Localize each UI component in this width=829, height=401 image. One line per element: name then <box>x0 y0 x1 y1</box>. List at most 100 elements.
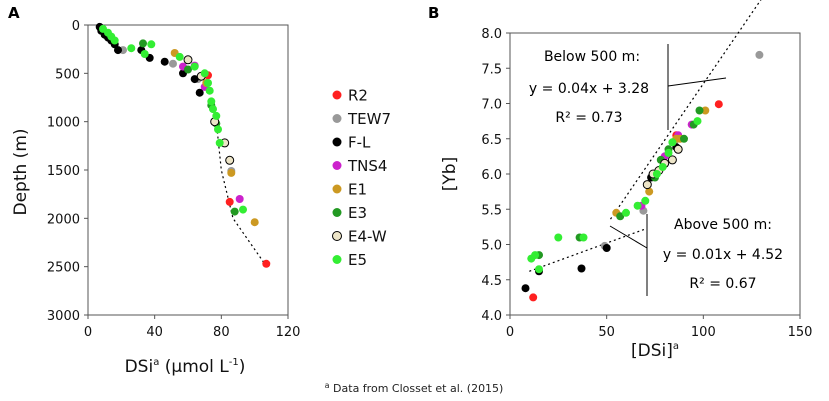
panel-b-point-e5 <box>652 170 661 178</box>
panel-b-y-tick-label: 6.5 <box>481 133 502 148</box>
panel-b-point-e4-w <box>667 155 677 165</box>
panel-a-y-tick-label: 2000 <box>47 212 80 227</box>
panel-b-point-e5 <box>622 208 630 217</box>
panel-b-point-e5 <box>554 233 563 242</box>
fit-line-above-500m <box>529 228 646 272</box>
panel-a-y-tick-label: 3000 <box>47 309 80 324</box>
legend-label-tew7: TEW7 <box>347 110 391 128</box>
panel-a-point-e5 <box>140 50 149 58</box>
panel-b-point-e5 <box>535 265 543 274</box>
panel-b-y-tick-label: 7.5 <box>481 62 502 77</box>
legend-marker-tns4 <box>332 161 342 170</box>
panel-a-point-e3 <box>139 39 147 48</box>
panel-b-x-tick-label: 150 <box>788 325 813 340</box>
panel-b-point-e5 <box>658 163 667 171</box>
panel-a-x-label-main: DSi <box>125 357 154 377</box>
panel-b-points <box>521 50 764 302</box>
annotation-below-500m: Below 500 m: y = 0.04x + 3.28 R² = 0.73 <box>529 44 727 130</box>
annotation-below-label-text: Below 500 m <box>544 49 635 65</box>
panel-a-point-e5 <box>204 79 212 87</box>
legend-marker-f-l <box>332 137 342 147</box>
panel-b-point-e3 <box>695 106 704 115</box>
panel-b-y-ticks: 4.0 4.5 5.0 5.5 6.0 6.5 7.0 7.5 8.0 <box>481 27 510 324</box>
panel-a-x-label-unit-sup: -1 <box>229 357 239 368</box>
panel-a-point-f-l <box>114 46 122 55</box>
panel-a-point-e5 <box>110 36 119 45</box>
panel-b-x-tick-label: 100 <box>691 325 716 340</box>
panel-a-point-f-l <box>190 75 199 84</box>
panel-a-point-e5 <box>147 40 156 49</box>
annotation-above-label-text: Above 500 m <box>674 217 767 233</box>
legend-marker-e1 <box>332 184 342 194</box>
panel-b-point-e5 <box>641 196 650 205</box>
annotation-below-leader-line <box>667 77 727 87</box>
legend-label-r2: R2 <box>348 87 368 105</box>
panel-a: A 0 40 80 120 0 500 1000 1500 2000 2500 3000 Dept… <box>8 4 300 377</box>
legend-marker-e5 <box>332 255 342 264</box>
panel-a-trendline <box>215 121 266 265</box>
panel-a-y-axis-label: Depth (m) <box>11 128 31 215</box>
legend-label-tns4: TNS4 <box>347 157 387 175</box>
annotation-above-500m: Above 500 m: y = 0.01x + 4.52 R² = 0.67 <box>609 214 783 296</box>
panel-a-points <box>95 22 271 268</box>
panel-a-x-tick-label: 80 <box>213 325 230 340</box>
panel-a-y-tick-label: 1000 <box>47 116 80 131</box>
panel-a-y-tick-label: 2500 <box>47 261 80 276</box>
panel-b-x-ticks: 0 50 100 150 <box>506 315 813 340</box>
panel-b-y-axis-label: [Yb] <box>440 157 460 191</box>
panel-b-x-tick-label: 0 <box>506 325 514 340</box>
legend-marker-r2 <box>332 90 342 100</box>
panel-b-point-r2 <box>714 100 723 109</box>
legend-label-e4-w: E4-W <box>348 228 387 246</box>
panel-a-point-e5 <box>200 69 209 78</box>
panel-a-point-e1 <box>250 218 259 227</box>
panel-b-x-label-main: [DSi] <box>631 341 673 361</box>
panel-a-x-tick-label: 40 <box>146 325 163 340</box>
panel-b-point-e5 <box>579 233 588 242</box>
footnote-text: Data from Closset et al. (2015) <box>330 382 504 395</box>
panel-a-x-ticks: 0 40 80 120 <box>84 315 300 340</box>
panel-b-point-e5 <box>693 117 702 126</box>
panel-b-y-tick-label: 4.0 <box>481 309 502 324</box>
panel-b-point-e1 <box>645 187 654 196</box>
panel-a-y-tick-label: 500 <box>55 67 80 82</box>
panel-a-y-tick-label: 1500 <box>47 164 80 179</box>
panel-a-point-e1 <box>227 168 236 177</box>
legend-marker-tew7 <box>332 114 342 123</box>
panel-b-point-e5 <box>664 148 673 157</box>
panel-a-x-label-unit: (µmol L <box>159 357 229 377</box>
legend-label-e1: E1 <box>348 181 367 199</box>
panel-a-point-e5 <box>207 97 216 106</box>
panel-b-y-tick-label: 7.0 <box>481 98 502 113</box>
panel-a-point-e5 <box>127 44 136 53</box>
panel-b-y-tick-label: 5.5 <box>481 203 502 218</box>
panel-b-point-e4-w <box>642 180 652 190</box>
panel-b-x-tick-label: 50 <box>598 325 615 340</box>
panel-b: B 0 50 100 150 4.04.55.05.56.06.57.07.58.0 … <box>428 0 812 361</box>
annotation-below-equation: y = 0.04x + 3.28 <box>529 81 649 97</box>
panel-a-point-e5 <box>212 111 221 120</box>
panel-b-point-f-l <box>521 284 530 293</box>
panel-b-y-tick-label: 5.0 <box>481 239 502 254</box>
panel-a-x-axis-label: DSia (µmol L-1) <box>125 357 246 377</box>
panel-a-point-e5 <box>215 138 224 147</box>
panel-a-x-label-sup: a <box>153 357 159 368</box>
panel-b-x-label-sup: a <box>673 341 679 352</box>
panel-b-point-e5 <box>531 251 540 260</box>
annotation-above-label: Above 500 m: <box>674 217 772 233</box>
annotation-above-r2: R² = 0.67 <box>689 276 756 292</box>
legend-label-e3: E3 <box>348 204 367 222</box>
panel-b-x-axis-label: [DSi]a <box>631 341 679 361</box>
footnote-sup: a <box>325 381 330 390</box>
panel-b-point-e5 <box>668 138 677 147</box>
panel-b-fit-lines <box>529 0 762 272</box>
panel-a-point-e4-w <box>225 155 235 165</box>
panel-a-point-tew7 <box>169 59 177 68</box>
panel-b-point-e5 <box>633 201 642 210</box>
panel-b-y-tick-label: 8.0 <box>481 27 502 42</box>
legend-label-e5: E5 <box>348 251 367 269</box>
panel-a-point-e3 <box>184 65 192 74</box>
panel-a-point-f-l <box>195 88 204 97</box>
panel-a-point-e5 <box>214 125 222 134</box>
